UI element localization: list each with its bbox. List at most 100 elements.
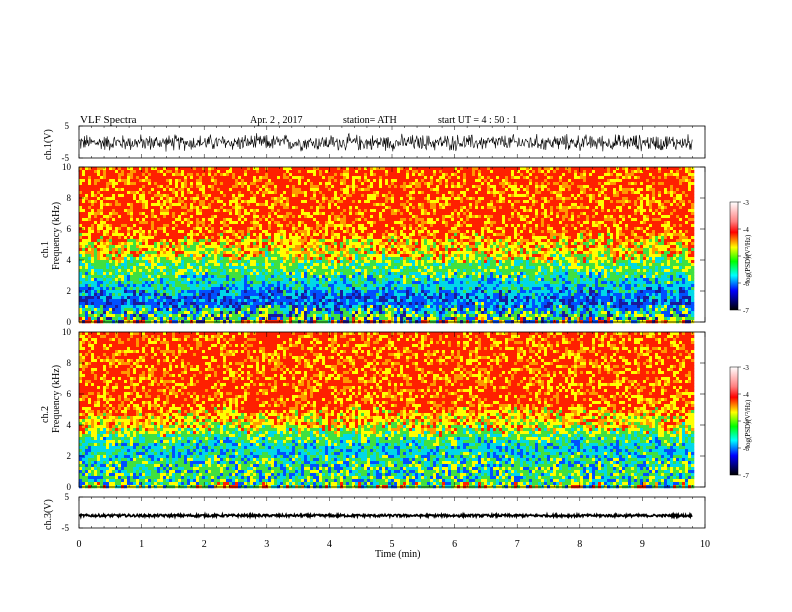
ch1-spectrogram-cell — [145, 242, 149, 246]
ch1-spectrogram-cell — [202, 254, 206, 258]
ch1-spectrogram-cell — [121, 200, 125, 204]
ch1-spectrogram-cell — [232, 194, 236, 198]
ch1-spectrogram-cell — [223, 194, 227, 198]
ch1-spectrogram-cell — [226, 260, 230, 264]
ch1-spectrogram-cell — [133, 254, 137, 258]
ch1-spectrogram-cell — [124, 182, 128, 186]
ch1-spectrogram-cell — [151, 317, 155, 321]
ch1-spectrogram-cell — [265, 272, 269, 276]
ch1-spectrogram-cell — [238, 203, 242, 207]
ch1-spectrogram-cell — [271, 185, 275, 189]
ch1-spectrogram-cell — [127, 212, 131, 216]
ch1-spectrogram-cell — [178, 311, 182, 315]
ch1-spectrogram-cell — [232, 281, 236, 285]
ch1-spectrogram-cell — [280, 224, 284, 228]
ch1-spectrogram-cell — [301, 230, 305, 234]
ch1-spectrogram-cell — [355, 284, 359, 288]
ch1-spectrogram-cell — [172, 173, 176, 177]
ch1-spectrogram-cell — [220, 281, 224, 285]
ch1-spectrogram-cell — [211, 278, 215, 282]
ch1-spectrogram-cell — [298, 236, 302, 240]
ch1-spectrogram-cell — [283, 215, 287, 219]
ch1-spectrogram-cell — [310, 212, 314, 216]
ch1-spectrogram-cell — [166, 308, 170, 312]
ch1-spectrogram-cell — [292, 299, 296, 303]
ch1-spectrogram-cell — [124, 194, 128, 198]
ch1-spectrogram-cell — [91, 173, 95, 177]
ch1-spectrogram-cell — [175, 224, 179, 228]
ch1-spectrogram-cell — [229, 170, 233, 174]
ch1-spectrogram-cell — [151, 176, 155, 180]
ch1-spectrogram-cell — [97, 182, 101, 186]
ch1-spectrogram-cell — [286, 287, 290, 291]
ch1-spectrogram-cell — [217, 317, 221, 321]
ch1-spectrogram-cell — [181, 173, 185, 177]
ch1-spectrogram-cell — [163, 239, 167, 243]
ch1-spectrogram-cell — [193, 188, 197, 192]
ch1-spectrogram-cell — [217, 203, 221, 207]
ch1-spectrogram-cell — [226, 215, 230, 219]
ch1-spectrogram-cell — [244, 317, 248, 321]
ch1-spectrogram-cell — [217, 191, 221, 195]
ch1-spectrogram-cell — [142, 269, 146, 273]
ch1-spectrogram-cell — [187, 248, 191, 252]
ch1-spectrogram-cell — [160, 245, 164, 249]
ch1-spectrogram-cell — [334, 296, 338, 300]
ch1-spectrogram-cell — [103, 272, 107, 276]
ch1-spectrogram-cell — [313, 200, 317, 204]
ch1-spectrogram-cell — [307, 311, 311, 315]
ch1-spectrogram-cell — [172, 170, 176, 174]
ch1-spectrogram-cell — [166, 296, 170, 300]
ch1-spectrogram-cell — [181, 290, 185, 294]
ch1-spectrogram-cell — [178, 284, 182, 288]
ch1-spectrogram-cell — [211, 287, 215, 291]
ch1-spectrogram-cell — [91, 242, 95, 246]
ch1-spectrogram-cell — [85, 317, 89, 321]
ch1-spectrogram-cell — [328, 206, 332, 210]
ch1-spectrogram-cell — [268, 167, 272, 171]
ch1-voltage-trace — [78, 132, 693, 152]
ch1-spectrogram-cell — [154, 203, 158, 207]
ch1-spectrogram-cell — [346, 191, 350, 195]
ch1-spectrogram-cell — [91, 269, 95, 273]
ch1-spectrogram-cell — [256, 302, 260, 306]
ch1-spectrogram-cell — [277, 185, 281, 189]
ch1-spectrogram-cell — [277, 293, 281, 297]
ch1-spectrogram-cell — [232, 212, 236, 216]
ch1-spectrogram-cell — [271, 224, 275, 228]
ch1-spectrogram-cell — [118, 221, 122, 225]
ch1-spectrogram-cell — [139, 245, 143, 249]
ch1-spectrogram-cell — [232, 197, 236, 201]
ch1-spectrogram-cell — [154, 197, 158, 201]
ch1-spectrogram-cell — [175, 266, 179, 270]
ch1-spectrogram-cell — [169, 314, 173, 318]
ch1-spectrogram-cell — [190, 314, 194, 318]
ch1-spectrogram-cell — [301, 242, 305, 246]
ch1-spectrogram-cell — [244, 290, 248, 294]
ch1-spectrogram-cell — [121, 212, 125, 216]
ch1-spectrogram-cell — [106, 224, 110, 228]
ch1-spectrogram-cell — [130, 290, 134, 294]
ch1-spectrogram-cell — [88, 182, 92, 186]
ch1-spectrogram-cell — [100, 287, 104, 291]
ch1-spectrogram-cell — [238, 299, 242, 303]
ch1-spectrogram-cell — [94, 263, 98, 267]
ch1-spectrogram-cell — [151, 272, 155, 276]
ch1-spectrogram-cell — [148, 239, 152, 243]
ch1-spectrogram-cell — [121, 230, 125, 234]
ch1-spectrogram-cell — [232, 269, 236, 273]
ch1-spectrogram-cell — [160, 299, 164, 303]
ch1-spectrogram-cell — [241, 314, 245, 318]
ch1-spectrogram-cell — [349, 257, 353, 261]
ch1-spectrogram-cell — [280, 254, 284, 258]
ch1-spectrogram-cell — [175, 209, 179, 213]
ch1-spectrogram-cell — [229, 182, 233, 186]
ch1-spectrogram-cell — [343, 236, 347, 240]
ch1-spectrogram-cell — [208, 197, 212, 201]
ch1-spectrogram-cell — [277, 260, 281, 264]
ch1-spectrogram-cell — [184, 170, 188, 174]
ch1-spectrogram-cell — [283, 266, 287, 270]
ch1-spectrogram-cell — [301, 218, 305, 222]
ch1-spectrogram-cell — [298, 251, 302, 255]
ch1-spectrogram-cell — [226, 308, 230, 312]
